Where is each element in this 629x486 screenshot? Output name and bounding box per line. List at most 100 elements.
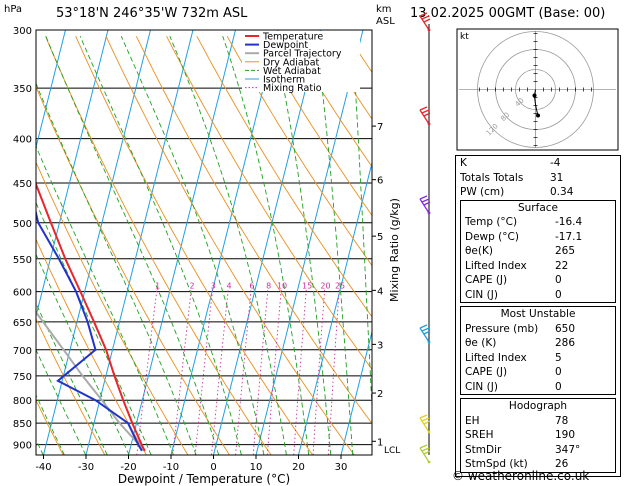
pressure-unit-label: hPa [4,4,23,15]
x-axis-label: Dewpoint / Temperature (°C) [118,472,290,486]
hodograph-value: 347° [555,443,581,456]
dry-adiabat-line [75,36,313,455]
station-info: 53°18'N 246°35'W 732m ASL [56,6,248,21]
wet-adiabat-line [120,36,265,455]
isotherm-line [36,30,66,150]
mixing-ratio-label: 20 [320,282,330,291]
wet-adiabat-line [351,36,372,416]
most-unstable-value: 0 [555,380,562,393]
pressure-tick-label: 750 [13,372,32,383]
index-row: PW (cm) 0.34 [456,185,620,200]
km-tick-label: 4 [377,286,383,297]
legend-entry: Temperature [262,32,323,43]
hodograph-title: Hodograph [508,400,568,412]
surface-title: Surface [517,201,558,214]
dry-adiabat-line [257,35,372,217]
pressure-tick-label: 550 [13,255,32,266]
wet-adiabat-line [36,201,152,455]
temperature-profile [36,180,146,452]
hodograph-value: 78 [555,414,569,427]
surface-row: θe(K) 265 [461,244,615,259]
most-unstable-label: CAPE (J) [465,366,508,378]
dry-adiabat-line [45,36,272,455]
most-unstable-row: CIN (J) 0 [461,380,615,395]
most-unstable-value: 650 [555,322,576,335]
wet-adiabat-line [36,145,174,455]
isotherm-line [340,329,372,455]
mixing-ratio-label: 15 [302,282,312,291]
surface-value: 265 [555,245,576,257]
indices-panel: K -4 Totals Totals 31 PW (cm) 0.34 Surface Te… [455,155,621,477]
most-unstable-row: CAPE (J) 0 [461,365,615,380]
index-row: Totals Totals 31 [456,171,620,186]
hodograph-unit-label: kt [460,32,469,42]
pressure-tick-label: 850 [13,419,32,430]
mixing-ratio-label: 8 [266,282,271,291]
hodograph-row: EH 78 [461,414,615,429]
surface-label: CAPE (J) [465,274,508,286]
mixing-ratio-label: 25 [335,282,345,291]
most-unstable-label: θe (K) [465,337,497,349]
isotherm-line [170,30,279,455]
wet-adiabat-line [36,394,65,455]
most-unstable-row: θe (K) 286 [461,336,615,351]
mixing-ratio-line [252,288,269,455]
dry-adiabat-line [36,317,106,455]
km-label: km [376,4,392,15]
dry-adiabat-line [287,35,372,168]
index-label: Totals Totals [460,171,524,184]
dry-adiabat-line [36,161,189,455]
temperature-tick-label: 10 [250,462,263,473]
hodograph-value: 26 [555,458,569,470]
surface-value: 0 [555,274,562,286]
dry-adiabat-line [166,35,372,371]
legend-entry: Parcel Trajectory [263,49,342,60]
surface-label: CIN (J) [465,288,498,301]
most-unstable-label: Pressure (mb) [465,322,539,335]
surface-value: -16.4 [555,216,583,228]
asl-label: ASL [376,16,395,27]
datetime-info: 13.02.2025 00GMT (Base: 00) [410,6,606,21]
km-tick-label: 1 [377,437,383,448]
hodograph-row: StmSpd (kt) 26 [461,457,615,472]
surface-section: Surface Temp (°C) -16.4 Dewp (°C) -17.1 θe(K… [460,199,616,303]
wind-barb-icon [419,12,431,32]
legend-entry: Isotherm [263,75,305,86]
wet-adiabat-line [315,36,354,455]
wind-barb-icon [419,414,431,434]
height-unit-label: km ASL [376,4,395,28]
pressure-tick-label: 350 [13,84,32,95]
wet-adiabat-line [222,36,310,455]
pressure-tick-label: 400 [13,135,32,146]
mixing-ratio-label: 1 [155,282,160,291]
dewpoint-profile [36,208,143,452]
pressure-tick-label: 450 [13,179,32,190]
temperature-tick-label: -40 [35,462,51,473]
wet-adiabat-line [36,82,197,455]
isotherm-line [255,30,364,455]
surface-label: Temp (°C) [465,216,518,228]
storm-motion-marker [536,113,540,118]
most-unstable-value: 0 [555,366,562,378]
isotherm-line [85,30,194,455]
index-label: K [460,157,467,169]
isotherm-line [298,160,372,455]
surface-label: θe(K) [465,245,493,257]
isotherm-line [213,30,321,455]
hodograph-ring-label: 80 [499,111,511,123]
index-value: 31 [550,171,564,184]
most-unstable-value: 5 [555,351,562,364]
surface-row: Dewp (°C) -17.1 [461,230,615,245]
km-tick-label: 5 [377,232,383,243]
mixing-ratio-line [172,288,192,455]
temperature-tick-label: -10 [163,462,179,473]
dry-adiabat-line [226,35,372,267]
temperature-tick-label: 20 [292,462,305,473]
wind-barb-icon [419,106,431,126]
hodograph-label: SREH [465,429,494,441]
temperature-tick-label: 30 [335,462,348,473]
km-tick-label: 3 [377,340,383,351]
most-unstable-section: Most Unstable Pressure (mb) 650 θe (K) 286 L… [460,306,616,395]
lcl-label: LCL [384,446,400,456]
